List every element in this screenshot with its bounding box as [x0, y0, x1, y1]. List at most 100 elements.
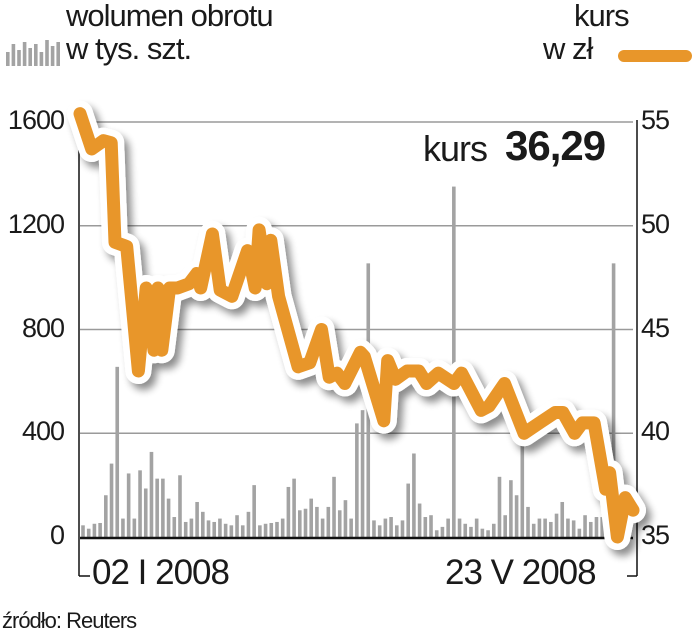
- volume-bar: [235, 515, 239, 537]
- volume-bar: [389, 517, 393, 537]
- legend-volume-bar-icon: [39, 52, 44, 66]
- volume-bar: [104, 495, 108, 537]
- volume-bar: [132, 518, 137, 537]
- left-tick-label: 0: [49, 520, 65, 550]
- volume-bar: [98, 522, 102, 537]
- right-tick-label: 55: [641, 105, 670, 135]
- volume-bar: [189, 518, 194, 537]
- volume-bar: [554, 513, 559, 537]
- legend-volume-line2: w tys. szt.: [66, 31, 192, 66]
- volume-bar: [178, 475, 182, 537]
- x-tick-start: 02 I 2008: [92, 553, 230, 592]
- volume-bar: [566, 518, 570, 537]
- legend-price-line2: w zł: [543, 31, 593, 66]
- legend-volume-line1: wolumen obrotu: [66, 0, 274, 33]
- left-tick-label: 800: [21, 312, 65, 343]
- legend-volume-bar-icon: [56, 42, 60, 66]
- volume-bar: [577, 528, 582, 537]
- source-note: źródło: Reuters: [2, 608, 137, 633]
- legend-volume-bar-icon: [11, 44, 16, 66]
- price-line-series: [73, 107, 640, 544]
- volume-bar: [143, 488, 148, 537]
- left-tick-label: 400: [21, 416, 65, 447]
- volume-bar: [292, 478, 296, 537]
- right-tick-label: 45: [641, 312, 670, 343]
- volume-bar: [571, 520, 576, 537]
- current-price-value: 36,29: [505, 122, 606, 169]
- volume-bar: [121, 518, 125, 537]
- axes: [78, 120, 638, 577]
- current-price-label: kurs: [423, 128, 488, 169]
- volume-bar: [457, 518, 462, 537]
- left-tick-label: 1200: [7, 208, 65, 239]
- legend-volume-bar-icon: [50, 46, 55, 66]
- volume-bar: [81, 525, 85, 537]
- volume-bar: [503, 515, 507, 537]
- legend-volume-bar-icon: [28, 48, 32, 66]
- volume-bar: [149, 451, 154, 537]
- right-tick-label: 40: [641, 416, 670, 447]
- volume-bar: [269, 522, 274, 537]
- volume-bar: [434, 530, 439, 537]
- volume-bar: [240, 525, 245, 537]
- volume-bar: [212, 521, 217, 537]
- volume-bar: [588, 521, 593, 537]
- volume-bar: [423, 517, 428, 537]
- volume-bar: [315, 506, 319, 537]
- volume-bar: [155, 478, 159, 537]
- legend-price-line1: kurs: [574, 0, 630, 33]
- legend-volume-bar-icon: [34, 44, 38, 66]
- volume-bar: [206, 520, 211, 537]
- legend-volume-bar-icon: [45, 40, 49, 66]
- volume-bar: [480, 528, 485, 537]
- volume-bar: [600, 517, 604, 537]
- volume-bar: [446, 518, 450, 537]
- volume-bar: [326, 506, 331, 537]
- volume-bar: [474, 518, 479, 537]
- volume-bar: [309, 498, 314, 537]
- volume-bars: [81, 186, 627, 537]
- volume-bar: [275, 521, 279, 537]
- volume-bar: [349, 518, 353, 537]
- volume-bar: [161, 478, 165, 537]
- volume-bar: [463, 523, 468, 537]
- volume-bar: [520, 433, 525, 537]
- volume-bar: [537, 518, 542, 537]
- volume-bar: [229, 525, 234, 537]
- volume-bar: [377, 525, 382, 537]
- volume-bar: [531, 523, 536, 537]
- legend-volume-bar-icon: [6, 52, 10, 66]
- volume-bar: [360, 410, 365, 537]
- volume-bar: [252, 485, 256, 537]
- volume-bar: [126, 473, 131, 537]
- volume-bar: [280, 518, 285, 537]
- volume-bar: [218, 518, 222, 537]
- volume-bar: [383, 518, 388, 537]
- volume-bar: [343, 500, 348, 537]
- volume-bar: [303, 508, 308, 537]
- volume-bar: [320, 518, 325, 537]
- left-tick-label: 1600: [7, 105, 65, 135]
- right-tick-label: 50: [641, 208, 670, 239]
- volume-bar: [115, 366, 120, 537]
- volume-bar: [172, 517, 177, 537]
- volume-bar: [109, 463, 114, 537]
- volume-bar: [166, 498, 171, 537]
- volume-bar: [92, 523, 97, 537]
- volume-bar: [509, 480, 513, 537]
- volume-bar: [497, 476, 502, 537]
- volume-bar: [298, 510, 302, 537]
- volume-bar: [372, 520, 376, 537]
- volume-bar: [195, 501, 199, 537]
- legend-volume-bar-icon: [22, 42, 27, 66]
- volume-bar: [594, 517, 599, 537]
- volume-bar: [400, 520, 405, 537]
- volume-bar: [201, 511, 205, 537]
- right-tick-label: 35: [641, 520, 670, 550]
- volume-bar: [560, 501, 565, 537]
- price-line: [67, 100, 646, 550]
- volume-bar: [183, 521, 188, 537]
- volume-bar: [486, 530, 490, 537]
- volume-bar: [469, 526, 473, 537]
